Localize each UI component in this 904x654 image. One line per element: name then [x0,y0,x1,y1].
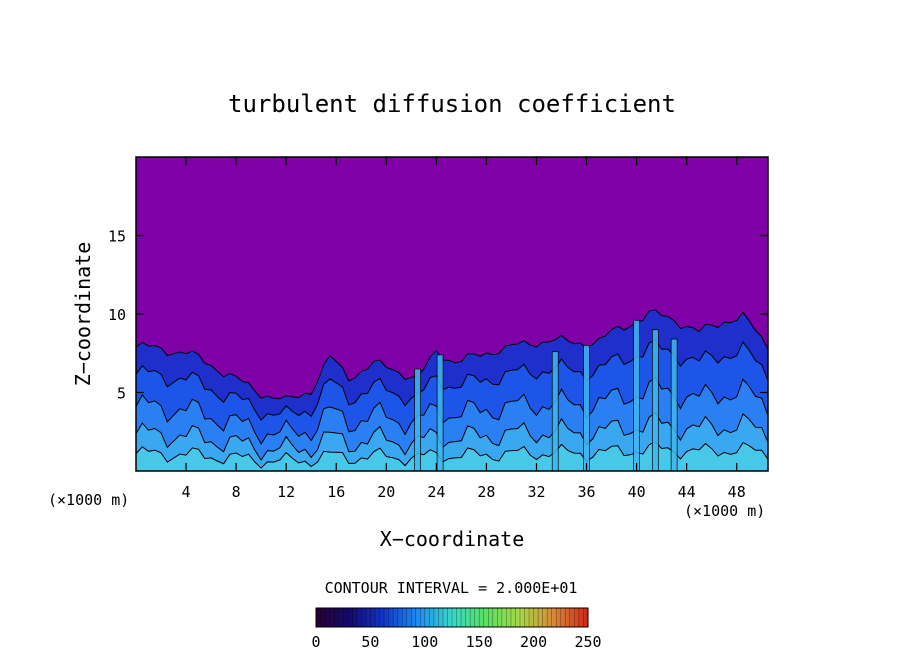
y-tick-label: 15 [108,228,126,246]
x-tick-label: 40 [628,483,646,501]
y-tick-label: 10 [108,306,126,324]
colorbar-stripes [320,608,584,627]
plot-area [135,156,769,472]
turbulence-field [136,309,768,471]
x-tick-label: 16 [327,483,345,501]
colorbar-tick-label: 0 [311,633,320,651]
x-tick-label: 32 [527,483,545,501]
plume-streak [633,319,640,471]
x-tick-label: 28 [477,483,495,501]
plume-streak [436,354,444,471]
x-axis-label: X−coordinate [380,527,525,551]
y-tick-label: 5 [117,385,126,403]
x-tick-label: 36 [578,483,596,501]
x-unit-left: (×1000 m) [48,491,129,509]
colorbar-tick-label: 100 [411,633,438,651]
x-unit-right: (×1000 m) [684,502,765,520]
colorbar-ticks: 0 50 100 150 200 250 [311,633,601,651]
plume-streak [670,338,678,471]
x-tick-label: 8 [232,483,241,501]
plume-streak [583,344,590,471]
y-axis: 5 10 15 [108,228,768,403]
x-tick-label: 24 [427,483,445,501]
x-tick-label: 48 [728,483,746,501]
colorbar-tick-label: 200 [520,633,547,651]
colorbar-tick-label: 250 [574,633,601,651]
plume-streak [414,368,421,471]
plume-streak [651,329,659,471]
colorbar-tick-label: 50 [361,633,379,651]
contour-interval-label: CONTOUR INTERVAL = 2.000E+01 [325,579,578,597]
chart-title: turbulent diffusion coefficient [228,90,676,118]
x-tick-label: 44 [678,483,696,501]
x-tick-label: 20 [377,483,395,501]
colorbar-tick-label: 150 [466,633,493,651]
x-tick-label: 12 [277,483,295,501]
x-tick-label: 4 [182,483,191,501]
y-axis-label: Z−coordinate [71,242,95,387]
x-axis: 4 8 12 16 20 24 28 32 36 40 44 48 [182,157,746,501]
plume-streak [551,351,559,471]
colorbar: 0 50 100 150 200 250 [311,607,602,651]
colorbar-frame [315,607,589,628]
